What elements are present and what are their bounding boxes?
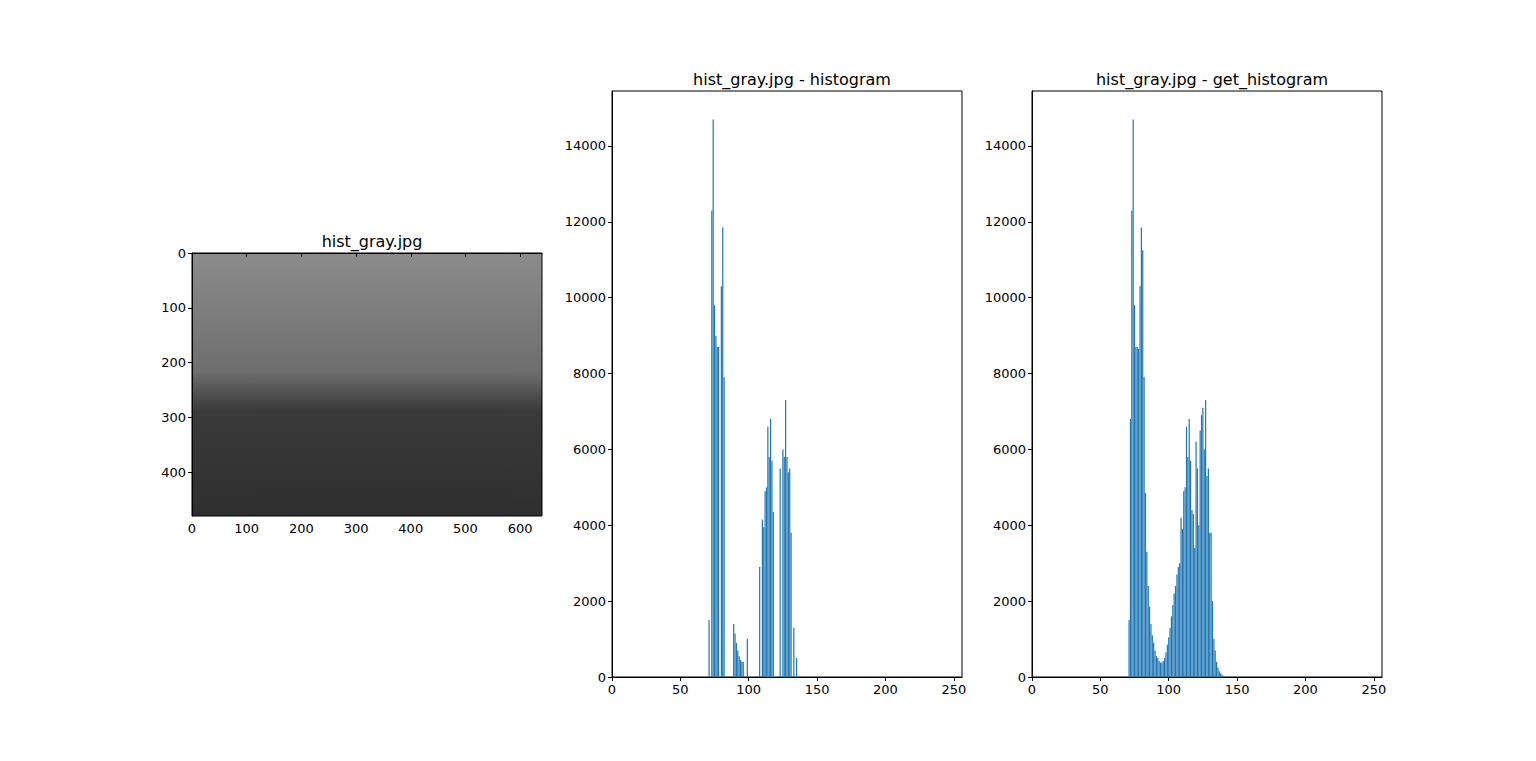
svg-text:300: 300 — [344, 521, 369, 536]
svg-text:100: 100 — [161, 300, 186, 315]
svg-text:8000: 8000 — [573, 366, 606, 381]
svg-text:50: 50 — [672, 682, 689, 697]
svg-text:4000: 4000 — [573, 518, 606, 533]
svg-text:100: 100 — [234, 521, 259, 536]
svg-text:200: 200 — [873, 682, 898, 697]
svg-text:250: 250 — [941, 682, 966, 697]
svg-text:hist_gray.jpg - histogram: hist_gray.jpg - histogram — [693, 70, 891, 90]
svg-text:100: 100 — [1156, 682, 1181, 697]
svg-text:500: 500 — [453, 521, 478, 536]
svg-text:4000: 4000 — [993, 518, 1026, 533]
svg-text:6000: 6000 — [573, 442, 606, 457]
svg-text:150: 150 — [805, 682, 830, 697]
svg-text:50: 50 — [1092, 682, 1109, 697]
svg-text:200: 200 — [289, 521, 314, 536]
svg-text:0: 0 — [178, 246, 186, 261]
svg-text:12000: 12000 — [565, 214, 606, 229]
svg-text:6000: 6000 — [993, 442, 1026, 457]
svg-text:0: 0 — [188, 521, 196, 536]
svg-text:0: 0 — [1028, 682, 1036, 697]
svg-text:150: 150 — [1225, 682, 1250, 697]
svg-text:0: 0 — [608, 682, 616, 697]
svg-text:2000: 2000 — [573, 594, 606, 609]
svg-text:hist_gray.jpg - get_histogram: hist_gray.jpg - get_histogram — [1096, 70, 1328, 90]
svg-text:300: 300 — [161, 410, 186, 425]
svg-text:12000: 12000 — [985, 214, 1026, 229]
svg-text:8000: 8000 — [993, 366, 1026, 381]
svg-text:200: 200 — [161, 355, 186, 370]
svg-text:14000: 14000 — [985, 138, 1026, 153]
svg-text:250: 250 — [1361, 682, 1386, 697]
svg-text:hist_gray.jpg: hist_gray.jpg — [322, 232, 423, 252]
svg-text:400: 400 — [398, 521, 423, 536]
svg-text:100: 100 — [736, 682, 761, 697]
svg-text:200: 200 — [1293, 682, 1318, 697]
svg-text:2000: 2000 — [993, 594, 1026, 609]
svg-text:600: 600 — [508, 521, 533, 536]
svg-text:10000: 10000 — [565, 290, 606, 305]
svg-text:400: 400 — [161, 465, 186, 480]
svg-text:10000: 10000 — [985, 290, 1026, 305]
svg-text:0: 0 — [598, 670, 606, 685]
svg-text:14000: 14000 — [565, 138, 606, 153]
svg-text:0: 0 — [1018, 670, 1026, 685]
